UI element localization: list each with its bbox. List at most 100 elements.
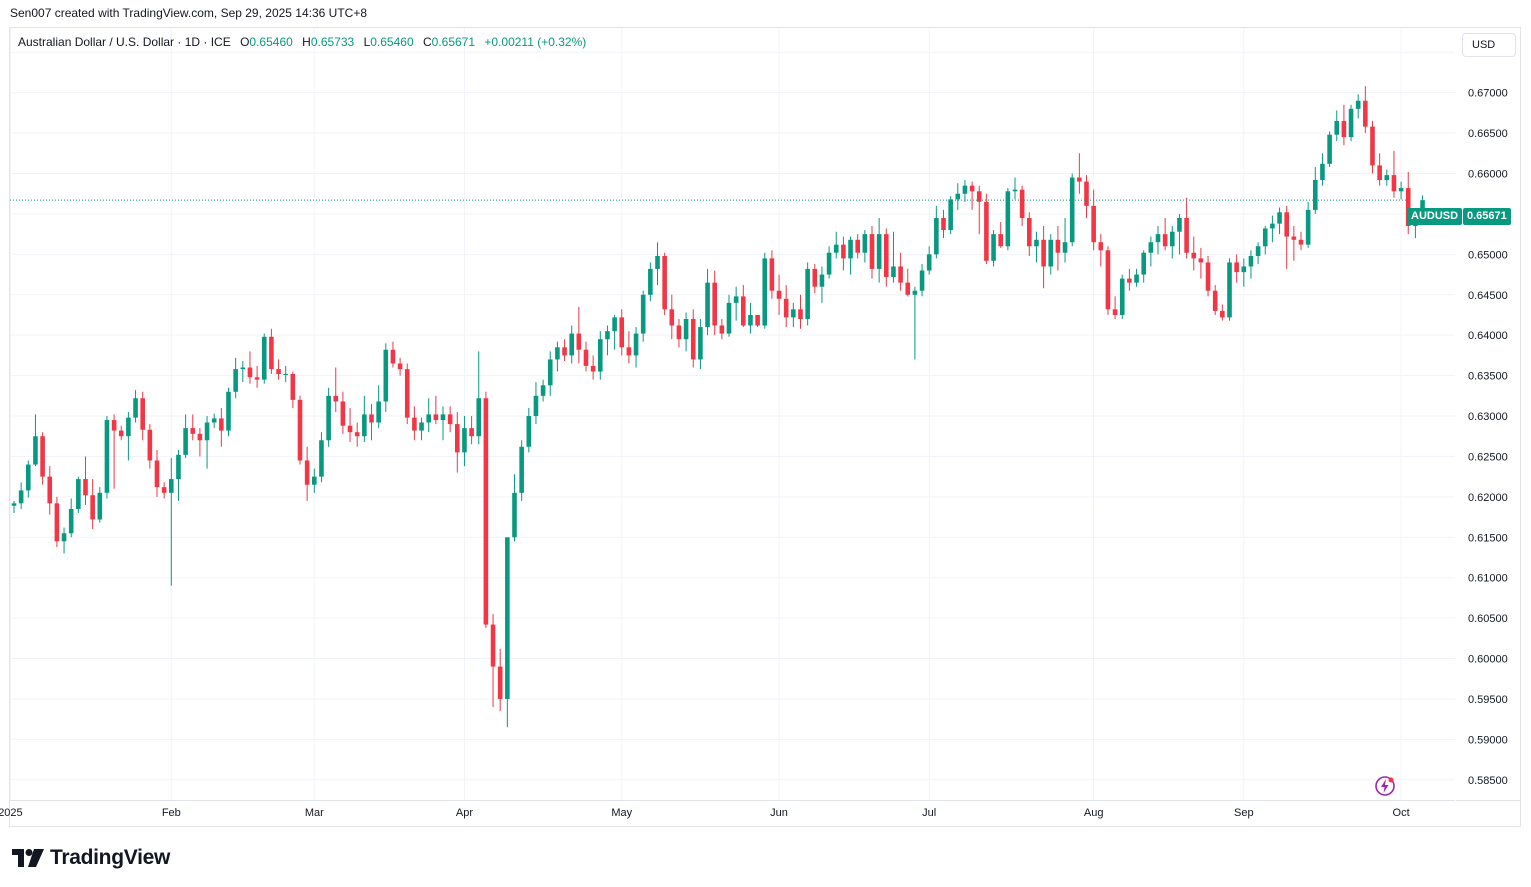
candle-body-up [876,234,882,269]
symbol-price-tag: AUDUSD [1407,208,1463,225]
candle-body-up [655,255,660,269]
candle-body-up [1119,278,1125,315]
lightning-icon[interactable] [1374,775,1396,797]
tradingview-logo[interactable]: TradingView [12,844,170,872]
candle-body-up [698,327,703,360]
candle-body-up [555,347,560,360]
close-value: 0.65671 [431,35,476,49]
candle-body-down [1234,262,1239,273]
candle-body-up [61,533,67,542]
candle-body-up [605,331,610,340]
candle-body-down [812,268,818,287]
candle-body-up [1384,175,1390,180]
time-tick-label: Jul [922,807,936,819]
close-label: C [422,35,432,49]
chart-frame[interactable] [9,27,1521,827]
candle-body-down [140,398,145,430]
candle-body-up [26,464,31,491]
candle-body-down [884,234,889,277]
candle-body-down [1162,234,1168,247]
candle-body-up [240,367,246,370]
candle-body-up [1348,108,1354,138]
candle-body-down [898,266,903,283]
candle-body-up [419,422,424,431]
candle-body-down [1284,212,1289,237]
candle-body-down [1055,239,1061,253]
candle-body-down [154,460,160,488]
time-tick-label: Oct [1393,807,1410,819]
candle-body-down [562,347,567,356]
candle-body-up [1320,163,1325,180]
time-tick-label: Feb [162,807,181,819]
candle-body-up [1270,223,1275,229]
candle-body-down [433,414,439,421]
symbol-description: Australian Dollar / U.S. Dollar · 1D · I… [18,35,231,49]
price-tick-label: 0.60000 [1468,654,1508,666]
candle-body-up [1141,252,1146,275]
price-tick-label: 0.64500 [1468,290,1508,302]
candle-body-up [169,479,174,493]
price-tick-label: 0.59500 [1468,694,1508,706]
candle-body-up [505,537,510,699]
candle-body-down [1298,239,1304,245]
candle-body-down [841,244,846,259]
candle-body-up [1248,255,1254,267]
candle-body-up [426,414,431,423]
price-tick-label: 0.61000 [1468,573,1508,585]
open-label: O [240,35,250,49]
candle-body-up [791,309,796,318]
candle-body-down [1084,181,1089,206]
candle-body-up [18,490,24,504]
low-value: 0.65460 [370,35,414,49]
time-tick-label: Sep [1234,807,1254,819]
candle-body-up [126,417,131,437]
candle-body-up [1170,231,1175,247]
candle-body-down [111,420,117,431]
candle-body-up [1355,100,1361,109]
price-tick-label: 0.63500 [1468,371,1508,383]
open-value: 0.65460 [249,35,293,49]
candle-body-down [83,479,88,496]
candle-body-up [826,252,832,275]
candles-layer [11,86,1425,728]
candle-body-up [1262,228,1268,247]
candle-body-up [726,302,732,334]
candle-body-down [712,282,717,326]
candle-body-down [583,349,589,366]
candle-body-up [540,385,546,396]
currency-button[interactable]: USD [1462,33,1516,57]
candle-body-down [1019,189,1025,218]
candle-body-up [1069,177,1075,243]
candle-body-down [941,217,946,231]
symbol-legend: Australian Dollar / U.S. Dollar · 1D · I… [18,35,586,49]
candle-body-up [762,258,768,326]
time-tick-label: 2025 [0,807,23,819]
candle-body-up [748,314,753,326]
candle-body-down [1377,165,1382,180]
candle-body-up [819,274,825,287]
candle-body-down [984,201,989,261]
candle-body-up [526,416,532,447]
candle-body-up [612,317,617,332]
candle-body-down [676,325,682,340]
candle-body-down [47,476,53,504]
candle-body-up [1334,120,1340,135]
candle-body-up [1155,234,1161,243]
candle-body-down [798,309,803,320]
candle-body-up [33,436,38,465]
candle-body-down [1091,205,1096,243]
candle-body-down [769,258,775,291]
time-tick-label: May [611,807,632,819]
candle-body-up [326,395,331,441]
candle-body-down [490,624,496,667]
candle-body-down [90,495,95,520]
candle-body-down [1370,126,1375,166]
candle-body-up [934,217,939,255]
price-tick-label: 0.62500 [1468,451,1508,463]
candle-body-up [926,254,932,271]
candle-body-down [340,401,346,426]
candle-body-down [297,399,303,461]
candle-body-down [1184,217,1189,253]
candle-body-up [862,234,868,253]
